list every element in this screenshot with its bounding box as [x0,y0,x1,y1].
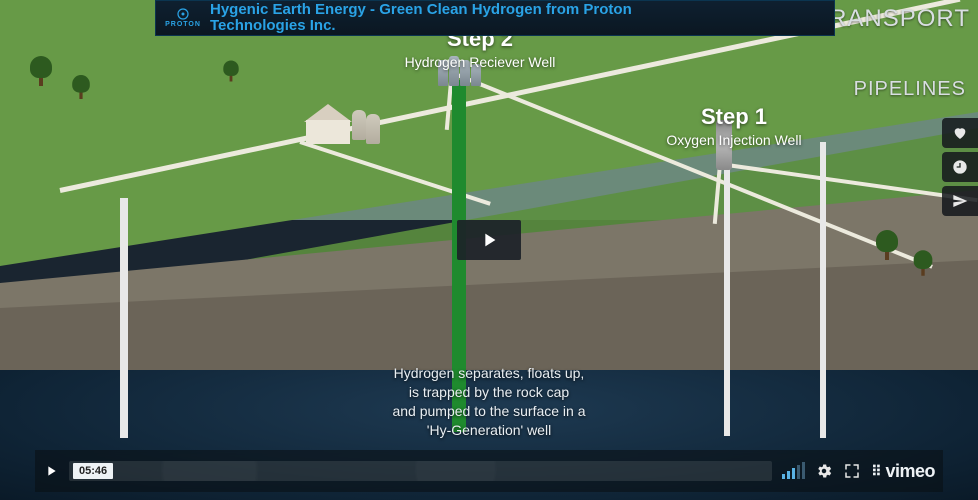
vimeo-wordmark: vimeo [885,461,935,482]
vimeo-dots-icon: ⠿ [871,463,883,480]
fullscreen-button[interactable] [843,462,861,480]
control-bar: 05:46 ⠿ vimeo [35,450,943,492]
play-button[interactable] [457,220,521,260]
share-icon [952,193,968,209]
vimeo-logo-link[interactable]: ⠿ vimeo [871,461,935,482]
volume-control[interactable] [782,463,805,479]
video-title: Hygenic Earth Energy - Green Clean Hydro… [210,2,632,35]
duration-label: 05:46 [73,463,113,479]
clock-icon [952,159,968,175]
side-actions [942,118,978,216]
step1-subtitle: Oxygen Injection Well [654,132,814,148]
step2-subtitle: Hydrogen Reciever Well [400,54,560,70]
step1-label: Step 1 Oxygen Injection Well [654,104,814,148]
proton-logo: PROTON [166,5,200,31]
video-title-bar[interactable]: PROTON Hygenic Earth Energy - Green Clea… [155,0,835,36]
settings-button[interactable] [815,462,833,480]
fullscreen-icon [843,462,861,480]
gear-icon [815,462,833,480]
progress-bar[interactable]: 05:46 [69,457,772,485]
watch-later-button[interactable] [942,152,978,182]
play-icon [43,463,59,479]
play-small-button[interactable] [43,463,59,479]
heart-icon [952,125,968,141]
pipelines-label: PIPELINES [854,78,966,101]
play-icon [478,229,500,251]
video-player: Step 2 Hydrogen Reciever Well Step 1 Oxy… [0,0,978,500]
caption-text: Hydrogen separates, floats up, is trappe… [299,364,679,440]
like-button[interactable] [942,118,978,148]
share-button[interactable] [942,186,978,216]
step1-title: Step 1 [701,104,767,129]
